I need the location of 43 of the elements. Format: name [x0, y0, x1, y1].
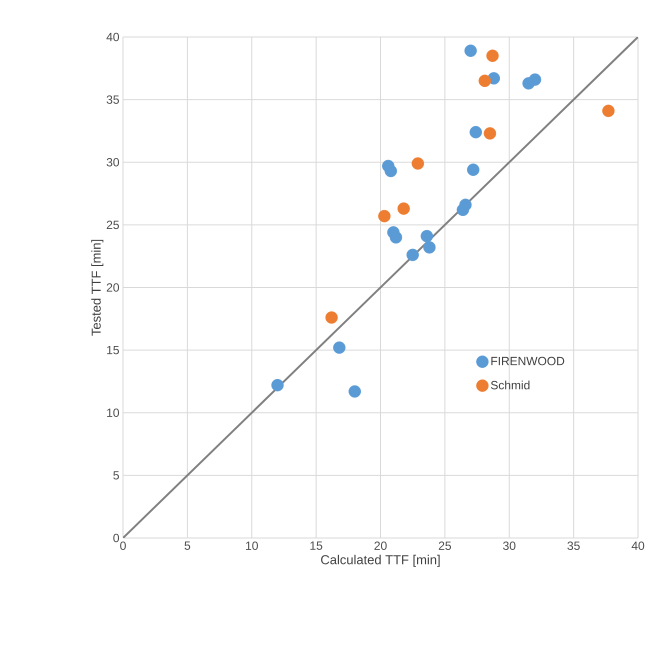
y-tick-label: 15 — [107, 346, 119, 354]
x-tick-label: 0 — [120, 542, 126, 550]
point — [486, 50, 499, 62]
y-tick-label: 40 — [106, 32, 120, 42]
point — [384, 164, 398, 178]
x-tick-label: 25 — [438, 542, 452, 550]
point — [470, 126, 482, 138]
point — [459, 198, 472, 212]
point — [602, 104, 615, 118]
x-tick-label: 10 — [246, 542, 258, 550]
point — [464, 44, 477, 57]
point — [333, 341, 346, 354]
point — [390, 231, 402, 244]
point — [378, 210, 391, 222]
x-tick-label: 35 — [567, 542, 580, 550]
y-tick-label: 5 — [113, 471, 119, 480]
legend-label: Schmid — [490, 380, 530, 390]
point — [406, 248, 419, 262]
x-tick-label: 15 — [310, 542, 322, 550]
point — [412, 157, 424, 170]
x-axis-title: Calculated TTF [min] — [321, 554, 440, 567]
point — [484, 127, 496, 140]
point — [348, 385, 361, 398]
point — [397, 202, 410, 215]
point — [420, 230, 434, 242]
point — [467, 164, 480, 176]
point — [325, 311, 338, 324]
legend-label: FIRENWOOD — [491, 356, 564, 366]
x-tick-label: 40 — [632, 542, 644, 550]
x-tick-label: 5 — [184, 542, 190, 550]
y-tick-label: 0 — [113, 534, 120, 542]
y-tick-label: 20 — [106, 283, 120, 292]
y-tick-label: 35 — [106, 95, 119, 104]
x-tick-label: 30 — [503, 542, 516, 550]
y-tick-label: 25 — [106, 220, 119, 230]
y-tick-label: 10 — [107, 408, 120, 417]
y-axis-title: Tested TTF [min] — [91, 240, 104, 336]
x-tick-label: 20 — [374, 542, 387, 550]
y-tick-label: 30 — [106, 158, 120, 166]
point — [423, 241, 436, 254]
point — [528, 73, 542, 86]
point — [478, 74, 491, 88]
point — [271, 378, 284, 392]
